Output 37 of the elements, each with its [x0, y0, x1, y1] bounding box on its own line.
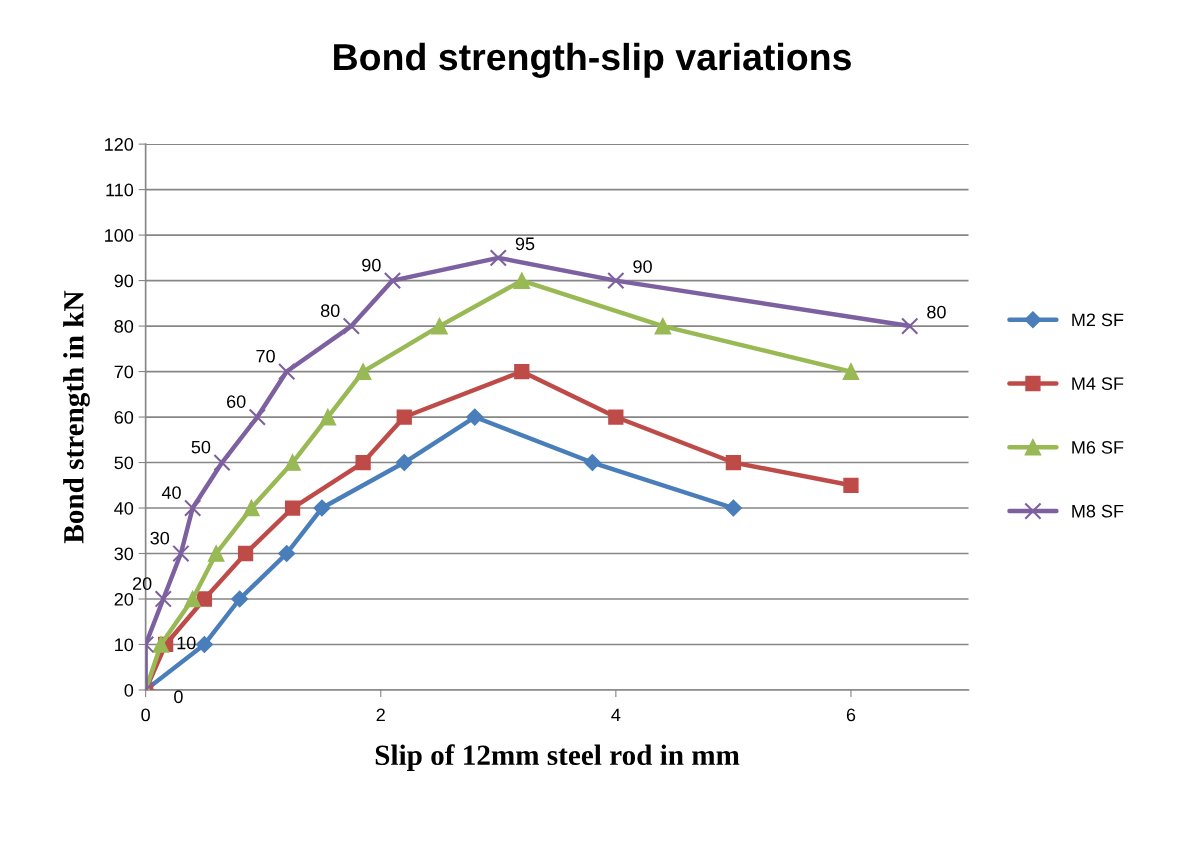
y-tick-label: 60 [114, 410, 134, 424]
x-tick-label: 4 [611, 708, 621, 722]
data-label: 95 [515, 237, 535, 251]
y-tick-label: 70 [114, 365, 134, 379]
data-label: 60 [227, 395, 246, 408]
y-tick-label: 90 [114, 274, 134, 288]
data-label: 70 [256, 349, 275, 363]
data-label: 20 [132, 577, 152, 590]
data-label: 90 [633, 260, 652, 273]
y-tick-label: 30 [114, 547, 134, 561]
chart-title: Bond strength-slip variations [334, 42, 851, 78]
data-label: 80 [320, 304, 340, 318]
y-axis-title: Bond strength in kN [63, 290, 90, 544]
data-label: 40 [161, 486, 181, 499]
x-tick-label: 0 [141, 708, 150, 722]
x-axis-title: Slip of 12mm steel rod in mm [375, 744, 740, 772]
x-tick-label: 6 [846, 708, 856, 722]
data-label: 90 [362, 258, 381, 272]
y-tick-label: 50 [114, 456, 134, 470]
y-tick-label: 110 [106, 183, 134, 197]
data-label: 0 [174, 690, 183, 704]
y-tick-label: 120 [105, 138, 134, 151]
y-tick-label: 40 [114, 501, 134, 515]
y-tick-label: 20 [114, 592, 134, 606]
y-tick-label: 100 [105, 229, 134, 242]
y-tick-label: 80 [114, 320, 134, 333]
legend-label: M6 SF [1072, 440, 1124, 454]
data-label: 30 [150, 531, 170, 545]
y-tick-label: 10 [115, 638, 134, 652]
legend-label: M4 SF [1072, 377, 1124, 390]
legend-label: M8 SF [1072, 504, 1124, 518]
legend-label: M2 SF [1072, 313, 1124, 327]
data-label: 10 [177, 636, 196, 650]
data-label: 50 [191, 440, 211, 454]
y-tick-label: 0 [124, 683, 134, 697]
x-tick-label: 2 [376, 708, 385, 722]
data-label: 80 [927, 305, 946, 319]
